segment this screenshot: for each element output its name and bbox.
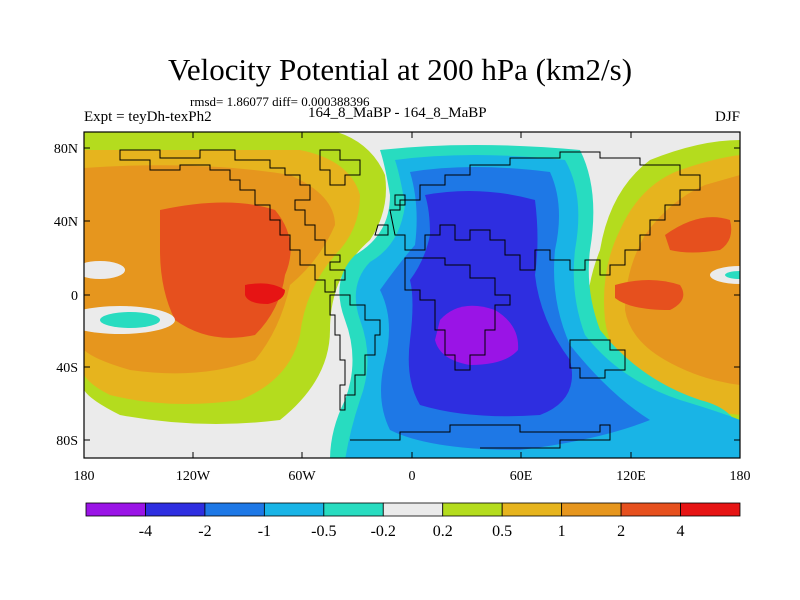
coast-europe-detail: [374, 194, 406, 236]
coast-australia: [569, 339, 626, 379]
y-tick-label: 40S: [56, 361, 78, 376]
colorbar-swatch: [442, 502, 503, 517]
colorbar-swatch: [85, 502, 146, 517]
contour-neg-4: [435, 305, 519, 365]
y-axis-labels: 80N 40N 0 40S 80S: [54, 142, 78, 449]
colorbar-swatch: [145, 502, 206, 517]
tick-marks: [84, 132, 740, 458]
y-tick-label: 80N: [54, 142, 78, 157]
contour-neg-2: [408, 191, 572, 417]
colorbar-swatch: [382, 502, 444, 517]
coast-north-america: [119, 149, 346, 293]
colorbar-swatch: [620, 502, 681, 517]
colorbar-label: 2: [617, 523, 625, 540]
colorbar-swatch: [561, 502, 622, 517]
colorbar-swatch: [204, 502, 265, 517]
plot-title: Velocity Potential at 200 hPa (km2/s): [167, 52, 633, 87]
x-tick-label: 180: [74, 469, 95, 484]
x-axis-labels: 180 120W 60W 0 60E 120E 180: [74, 469, 751, 484]
colorbar-label: 0.2: [433, 523, 453, 540]
colorbar-label: 0.5: [492, 523, 512, 540]
coast-eurasia: [389, 151, 701, 276]
colorbar-swatch: [501, 502, 563, 517]
colorbar-label: -1: [258, 523, 271, 540]
y-tick-label: 80S: [56, 434, 78, 449]
x-tick-label: 0: [409, 469, 416, 484]
coast-africa: [404, 257, 511, 371]
contour-east-4b: [615, 280, 684, 310]
season-label: DJF: [714, 109, 740, 125]
colorbar-label: -2: [198, 523, 211, 540]
contour-west-max: [245, 283, 285, 304]
y-tick-label: 0: [71, 289, 78, 304]
coast-south-america: [329, 294, 381, 411]
coast-greenland: [319, 149, 361, 186]
coast-antarctica: [350, 424, 611, 449]
colorbar-swatch: [323, 502, 384, 517]
colorbar-swatch: [263, 502, 325, 517]
colorbar-labels: -4 -2 -1 -0.5 -0.2 0.2 0.5 1 2 4: [139, 523, 685, 540]
y-tick-label: 40N: [54, 215, 78, 230]
contour-west-4: [160, 202, 291, 338]
x-tick-label: 120W: [176, 469, 211, 484]
x-tick-label: 60W: [288, 469, 316, 484]
x-tick-label: 120E: [616, 469, 646, 484]
colorbar-label: -4: [139, 523, 152, 540]
contour-east-4a: [665, 217, 732, 253]
contour-field: [84, 132, 740, 458]
colorbar: [85, 502, 741, 517]
colorbar-label: 1: [558, 523, 566, 540]
colorbar-label: -0.2: [371, 523, 396, 540]
coastlines: [119, 149, 701, 449]
colorbar-swatch: [680, 502, 741, 517]
experiment-label: Expt = teyDh-texPh2: [84, 109, 212, 125]
colorbar-label: 4: [677, 523, 685, 540]
contour-east-edge-inner: [725, 271, 740, 279]
contour-west-edge: [84, 261, 125, 279]
colorbar-label: -0.5: [311, 523, 336, 540]
x-tick-label: 180: [730, 469, 751, 484]
x-tick-label: 60E: [510, 469, 533, 484]
stats-text: rmsd= 1.86077 diff= 0.000388396: [190, 94, 370, 109]
contour-west-hole-inner: [100, 312, 160, 328]
subtitle: 164_8_MaBP - 164_8_MaBP: [308, 105, 487, 121]
